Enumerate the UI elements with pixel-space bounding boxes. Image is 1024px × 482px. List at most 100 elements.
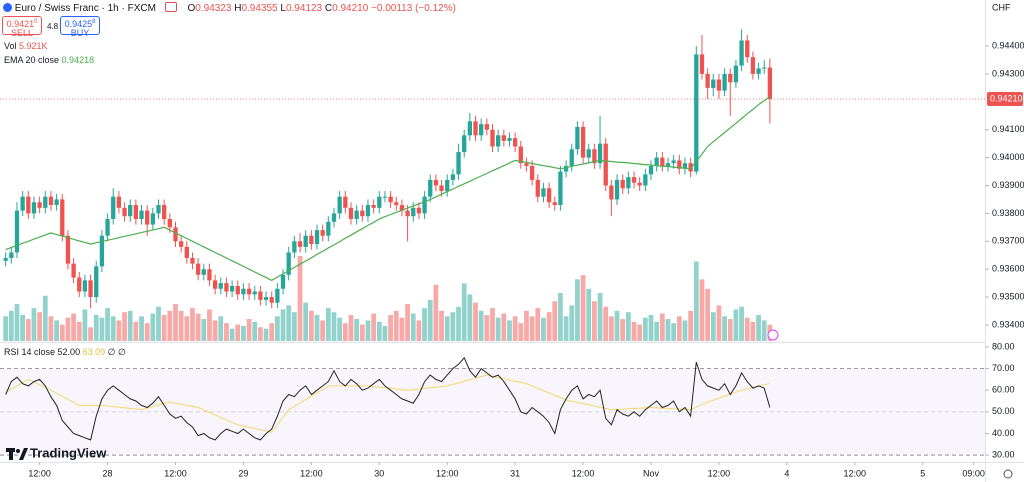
candle-body [252,291,257,295]
candle-body [156,205,161,214]
volume-bar [393,310,399,341]
volume-bar [490,308,495,341]
candle-body [439,185,444,192]
candle-body [541,188,546,197]
candle-body [529,165,535,180]
volume-bar [682,320,688,341]
candle-body [682,163,688,169]
logo-mark [9,448,13,460]
candle-body [20,196,25,211]
candle-body [677,160,682,169]
candle-body [60,199,65,236]
volume-bar [280,309,286,341]
candle-body [292,241,297,253]
candle-body [201,269,206,275]
sell-button[interactable]: 0.94210 SELL [2,16,42,38]
volume-bar [642,317,648,341]
candle-body [116,196,122,208]
volume-bar [433,284,439,341]
ohlc-value: 0.94323 [195,3,232,14]
rsi-extra: ∅ [118,347,126,357]
ohlc-key: H [234,3,242,14]
rsi-value: 52.00 [57,347,81,357]
candle-body [26,196,31,214]
volume-bar [156,306,161,341]
candle-body [43,196,48,208]
volume-bar [320,320,326,341]
candle-body [212,280,218,289]
volume-bar [105,308,110,341]
volume-bar [133,321,139,341]
volume-bar [14,303,20,341]
sell-price: 0.9421 [6,19,35,29]
volume-bar [739,306,744,341]
volume-bar [450,312,456,341]
event-icon[interactable] [767,329,779,341]
volume-bar [371,313,376,341]
candle-body [512,138,518,147]
candle-body [745,40,750,58]
volume-bar [25,319,31,341]
volume-bar [484,314,490,341]
volume-bar [354,319,360,341]
candle-body [654,157,659,166]
candle-body [309,235,314,245]
volume-bar [365,320,371,341]
volume-bar [376,321,382,341]
volume-bar [331,312,337,341]
candle-body [637,182,642,186]
candle-body [484,124,489,130]
rsi-tick-label: 80.00 [992,341,1015,351]
volume-bar [37,312,43,341]
settings-icon[interactable] [1003,469,1013,479]
volume-bar [744,317,750,341]
candle-body [750,57,756,74]
y-tick-label: 0.93500 [992,291,1024,301]
volume-bar [54,320,59,341]
candle-body [207,269,212,281]
volume-bar [625,312,631,341]
volume-bar [552,301,558,341]
volume-bar [127,310,133,341]
ohlc-value: 0.94355 [241,3,278,14]
sell-pip: 0 [34,19,38,25]
volume-bar [688,310,694,341]
candle-body [762,67,767,69]
x-tick-label: 12:00 [708,468,731,478]
volume-bar [291,312,297,341]
volume-bar [388,314,393,341]
candle-body [467,121,473,136]
candle-body [150,213,155,225]
x-tick-label: 4 [784,468,789,478]
volume-bar [110,316,116,341]
volume-bar [65,317,71,341]
volume-bar [478,310,484,341]
candle-body [569,149,574,166]
volume-bar [382,325,388,341]
symbol-title[interactable]: Euro / Swiss Franc · 1h · FXCM [14,3,156,14]
buy-button[interactable]: 0.94258 BUY [60,16,100,38]
y-tick-label: 0.94400 [992,40,1024,50]
candle-body [728,73,733,83]
volume-bar [42,295,48,341]
volume-bar [592,301,597,341]
volume-bar [150,313,156,341]
volume-bar [235,324,241,341]
candle-body [224,283,229,292]
ema-legend: EMA 20 close 0.94218 [4,55,94,65]
candle-body [524,163,529,166]
candle-body [575,126,580,150]
candle-body [31,202,37,214]
volume-bar [263,328,269,341]
candle-body [479,124,484,136]
x-tick-label: 12:00 [572,468,595,478]
candle-body [178,241,184,247]
volume-bar [563,316,569,341]
logo: TradingView [6,445,107,460]
candle-body [518,146,523,164]
candle-body [694,54,699,172]
rsi-line [5,356,771,441]
candle-body [501,135,506,141]
volume-bar [337,317,343,341]
volume-bar [518,323,524,341]
